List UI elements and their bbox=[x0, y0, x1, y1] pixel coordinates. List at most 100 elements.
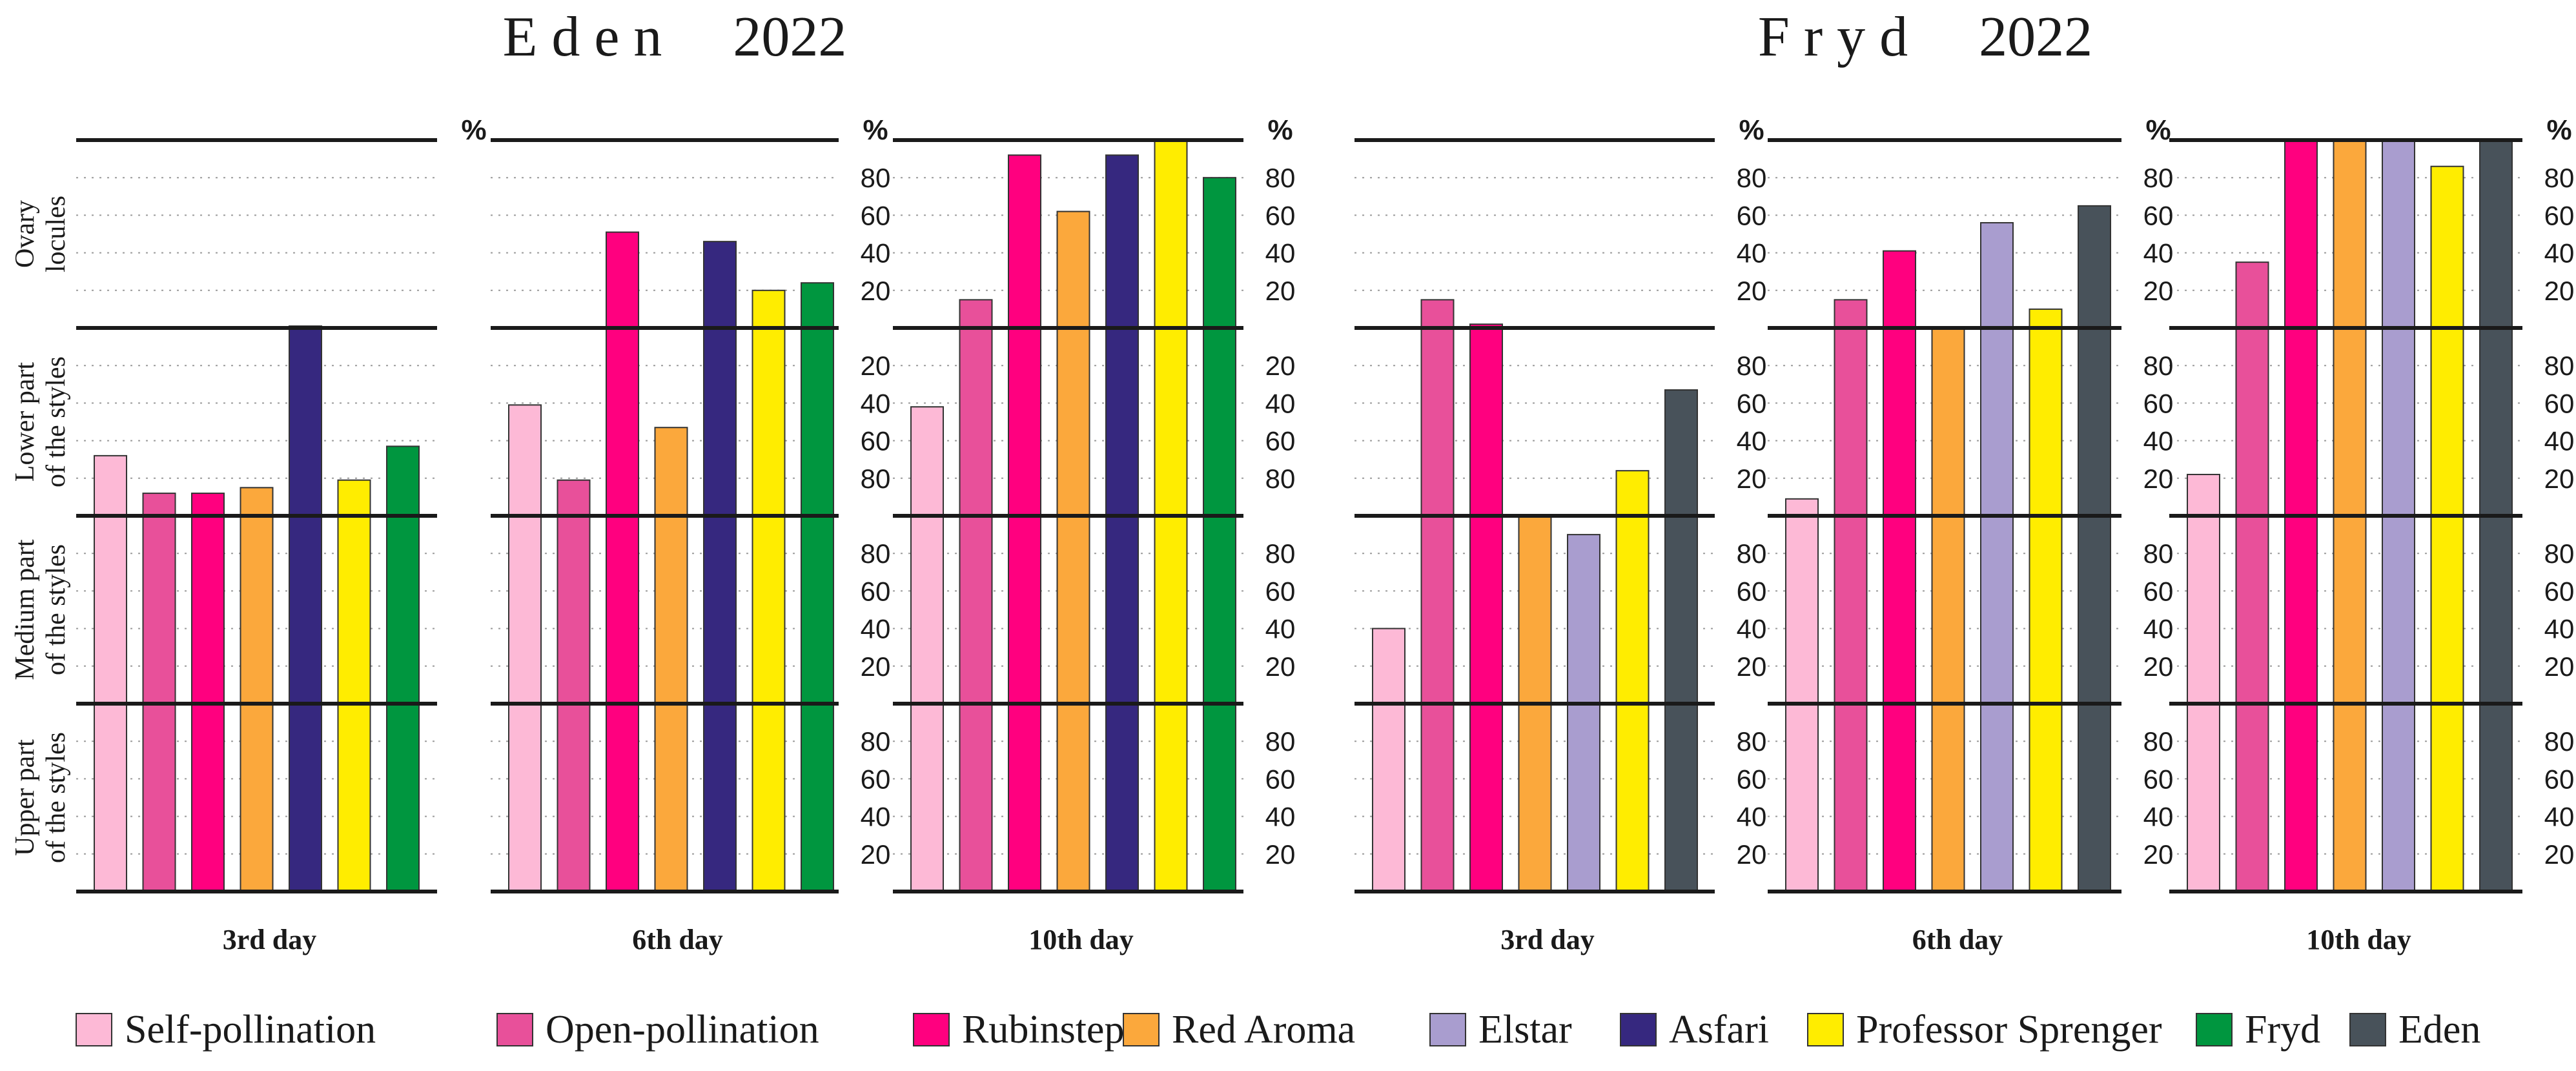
tick-label: 20 bbox=[2143, 651, 2174, 682]
legend-swatch bbox=[1430, 1014, 1466, 1046]
bar-professor-sprenger bbox=[2431, 167, 2464, 892]
tick-label: 20 bbox=[1265, 651, 1296, 682]
bar-professor-sprenger bbox=[753, 291, 785, 892]
tick-label: 20 bbox=[1737, 464, 1767, 494]
tick-label: 80 bbox=[861, 726, 891, 757]
legend-swatch bbox=[2350, 1014, 2386, 1046]
percent-label: % bbox=[863, 114, 888, 146]
tick-label: 20 bbox=[2143, 276, 2174, 306]
bar-fryd bbox=[387, 446, 419, 892]
tick-label: 40 bbox=[1737, 614, 1767, 644]
tick-label: 40 bbox=[2544, 238, 2575, 269]
bar-open-pollination bbox=[1835, 300, 1867, 892]
bar-self-pollination bbox=[94, 456, 127, 892]
legend-label: Professor Sprenger bbox=[1856, 1008, 2162, 1052]
tick-label: 40 bbox=[1265, 614, 1296, 644]
zone-label: locules bbox=[41, 196, 71, 272]
bar-red-aroma bbox=[241, 487, 273, 892]
tick-label: 20 bbox=[2143, 464, 2174, 494]
tick-label: 20 bbox=[1737, 839, 1767, 870]
tick-label: 20 bbox=[861, 276, 891, 306]
bar-open-pollination bbox=[2236, 262, 2269, 892]
tick-label: 80 bbox=[861, 464, 891, 494]
tick-label: 60 bbox=[2544, 388, 2575, 418]
bar-open-pollination bbox=[1422, 300, 1454, 892]
bar-fryd bbox=[801, 283, 833, 892]
tick-label: 80 bbox=[1265, 538, 1296, 569]
tick-label: 20 bbox=[1265, 351, 1296, 381]
tick-label: 20 bbox=[1737, 276, 1767, 306]
zone-label: Ovary bbox=[10, 200, 40, 268]
day-label: 10th day bbox=[1028, 924, 1134, 955]
eden-chart-title: E d e n 2022 bbox=[503, 6, 847, 68]
tick-label: 60 bbox=[1737, 576, 1767, 606]
bar-rubinstep bbox=[606, 232, 639, 892]
day-label: 6th day bbox=[1912, 924, 2003, 955]
fryd-chart-title: F r y d 2022 bbox=[1758, 6, 2092, 68]
legend-swatch bbox=[1620, 1014, 1656, 1046]
tick-label: 40 bbox=[1265, 388, 1296, 418]
tick-label: 20 bbox=[2544, 464, 2575, 494]
bar-elstar bbox=[1981, 223, 2013, 892]
tick-label: 20 bbox=[2544, 651, 2575, 682]
tick-label: 40 bbox=[2143, 802, 2174, 832]
zone-label: of the styles bbox=[41, 356, 71, 487]
tick-label: 20 bbox=[861, 351, 891, 381]
tick-label: 60 bbox=[2143, 764, 2174, 794]
legend-swatch bbox=[1808, 1014, 1843, 1046]
tick-label: 80 bbox=[2143, 538, 2174, 569]
pollen-tube-growth-figure: E d e n 2022 F r y d 2022 % % 20 40 60 80 20 40… bbox=[0, 0, 2576, 1071]
tick-label: 80 bbox=[1737, 538, 1767, 569]
tick-label: 80 bbox=[2143, 163, 2174, 193]
legend-swatch bbox=[497, 1014, 533, 1046]
legend-label: Rubinstep bbox=[962, 1008, 1124, 1052]
tick-label: 40 bbox=[1265, 802, 1296, 832]
tick-label: 20 bbox=[2544, 276, 2575, 306]
tick-label: 60 bbox=[861, 426, 891, 456]
bar-professor-sprenger bbox=[2030, 309, 2062, 892]
tick-label: 80 bbox=[1265, 163, 1296, 193]
zone-label: Lower part bbox=[10, 362, 40, 482]
tick-label: 60 bbox=[1737, 764, 1767, 794]
tick-label: 60 bbox=[2544, 200, 2575, 230]
tick-label: 80 bbox=[861, 163, 891, 193]
legend-label: Eden bbox=[2398, 1008, 2480, 1052]
legend-label: Asfari bbox=[1669, 1008, 1769, 1052]
tick-label: 80 bbox=[861, 538, 891, 569]
tick-label: 80 bbox=[2544, 163, 2575, 193]
day-label: 6th day bbox=[632, 924, 723, 955]
tick-label: 40 bbox=[1265, 238, 1296, 269]
bar-red-aroma bbox=[1932, 328, 1965, 892]
tick-label: 40 bbox=[861, 388, 891, 418]
tick-label: 60 bbox=[1265, 200, 1296, 230]
legend-swatch bbox=[76, 1014, 112, 1046]
tick-label: 40 bbox=[2143, 238, 2174, 269]
tick-label: 40 bbox=[861, 238, 891, 269]
bar-open-pollination bbox=[558, 480, 590, 892]
bar-rubinstep bbox=[1883, 251, 1916, 892]
tick-label: 60 bbox=[2544, 576, 2575, 606]
bar-red-aroma bbox=[1058, 212, 1090, 892]
bar-professor-sprenger bbox=[1617, 471, 1649, 892]
tick-label: 40 bbox=[2143, 426, 2174, 456]
legend-label: Self-pollination bbox=[125, 1008, 376, 1052]
legend: Self-pollination Open-pollination Rubinste… bbox=[76, 1008, 2480, 1052]
tick-label: 20 bbox=[1265, 276, 1296, 306]
bar-red-aroma bbox=[655, 427, 688, 892]
tick-label: 40 bbox=[861, 802, 891, 832]
percent-label: % bbox=[1267, 114, 1293, 146]
tick-label: 20 bbox=[861, 651, 891, 682]
bar-open-pollination bbox=[960, 300, 992, 892]
day-label: 3rd day bbox=[223, 924, 316, 955]
tick-label: 60 bbox=[2544, 764, 2575, 794]
tick-label: 80 bbox=[1265, 726, 1296, 757]
bar-self-pollination bbox=[911, 407, 943, 892]
tick-label: 20 bbox=[1737, 651, 1767, 682]
tick-label: 40 bbox=[2143, 614, 2174, 644]
bar-self-pollination bbox=[2187, 474, 2220, 892]
tick-label: 60 bbox=[1737, 200, 1767, 230]
percent-label: % bbox=[1739, 114, 1764, 146]
bar-professor-sprenger bbox=[338, 480, 371, 892]
day-label: 3rd day bbox=[1500, 924, 1594, 955]
tick-label: 40 bbox=[1737, 802, 1767, 832]
